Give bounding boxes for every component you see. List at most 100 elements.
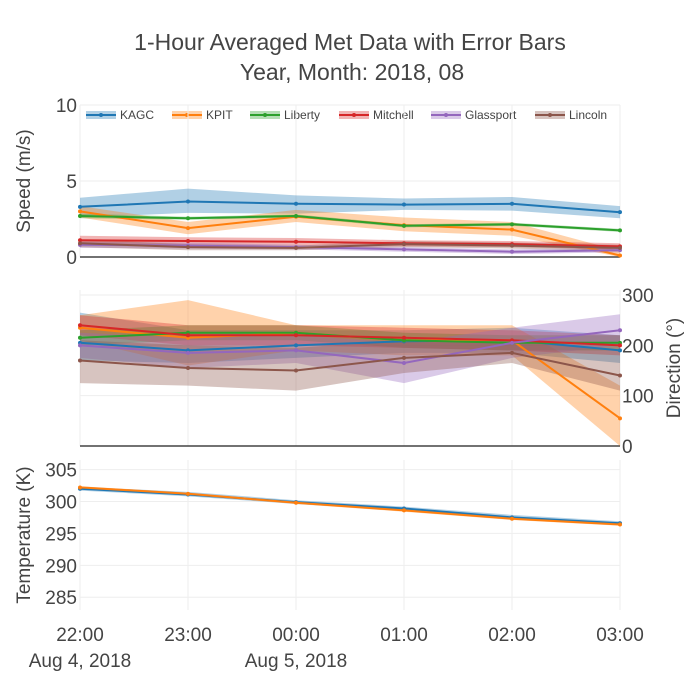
direction-point-glassport (294, 348, 298, 353)
legend: KAGC KPIT Liberty Mitchell Glassport Lincoln (86, 108, 607, 122)
speed-point-liberty (78, 213, 82, 218)
direction-y-tick-label: 200 (622, 336, 654, 357)
direction-band-glassport (80, 314, 620, 384)
legend-item-kpit: KPIT (172, 108, 233, 122)
x-tick-label: 00:00 (272, 625, 320, 646)
direction-point-kpit (618, 416, 622, 421)
speed-point-lincoln (186, 245, 190, 250)
temperature-y-tick-label: 305 (45, 461, 77, 482)
speed-point-liberty (186, 216, 190, 221)
direction-line-lincoln (79, 351, 621, 377)
direction-point-kagc (618, 348, 622, 353)
direction-point-glassport (510, 340, 514, 345)
speed-point-liberty (402, 223, 406, 228)
direction-band-mitchell (80, 315, 620, 356)
direction-y-tick-label: 100 (622, 387, 654, 408)
speed-point-mitchell (78, 238, 82, 243)
legend-swatch-marker (548, 113, 552, 117)
legend-label: Glassport (465, 108, 517, 122)
speed-point-kagc (402, 202, 406, 207)
legend-item-lincoln: Lincoln (535, 108, 607, 122)
direction-line-glassport (79, 329, 621, 365)
direction-band-kagc (80, 312, 620, 363)
speed-line-lincoln (79, 242, 621, 249)
legend-label: KPIT (206, 108, 233, 122)
x-tick-label: 22:00 (56, 625, 104, 646)
direction-point-mitchell (618, 343, 622, 348)
speed-point-kagc (186, 199, 190, 204)
direction-point-kagc (294, 343, 298, 348)
speed-point-liberty (618, 228, 622, 233)
direction-point-glassport (402, 360, 406, 365)
direction-point-liberty (78, 335, 82, 340)
direction-y-tick-label: 0 (622, 437, 633, 458)
speed-point-lincoln (78, 241, 82, 246)
direction-band-liberty (80, 325, 620, 351)
temperature-y-tick-label: 290 (45, 556, 77, 577)
legend-item-glassport: Glassport (431, 108, 517, 122)
speed-point-kpit (510, 227, 514, 232)
speed-line-liberty (79, 214, 621, 232)
speed-point-mitchell (186, 239, 190, 244)
series-lines (78, 199, 622, 527)
temperature-point-kpit (402, 508, 406, 513)
temperature-point-kpit (618, 522, 622, 527)
direction-axis-title: Direction (°) (664, 318, 685, 419)
direction-point-lincoln (510, 350, 514, 355)
axes: 0 5 10 Speed (m/s) 0 100 200 300 Direction (°) 28… (14, 96, 685, 672)
direction-point-lincoln (618, 373, 622, 378)
x-tick-label: 02:00 (488, 625, 536, 646)
speed-y-tick-label: 10 (56, 96, 77, 117)
speed-point-lincoln (618, 245, 622, 250)
legend-swatch-marker (263, 113, 267, 117)
speed-line-kagc (79, 200, 621, 214)
direction-point-glassport (618, 328, 622, 333)
legend-label: KAGC (120, 108, 154, 122)
direction-point-mitchell (294, 333, 298, 338)
legend-swatch-marker (99, 113, 103, 117)
chart-title: 1-Hour Averaged Met Data with Error Bars (134, 29, 566, 55)
speed-point-lincoln (510, 243, 514, 248)
temperature-point-kpit (294, 500, 298, 505)
direction-point-glassport (186, 350, 190, 355)
x-date-label: Aug 4, 2018 (29, 651, 131, 672)
legend-item-kagc: KAGC (86, 108, 154, 122)
speed-point-kagc (78, 204, 82, 209)
speed-point-liberty (510, 222, 514, 227)
legend-label: Liberty (284, 108, 320, 122)
speed-axis-title: Speed (m/s) (14, 129, 35, 232)
speed-point-kagc (618, 210, 622, 215)
x-tick-label: 01:00 (380, 625, 428, 646)
speed-line-mitchell (79, 239, 621, 248)
speed-point-kagc (294, 201, 298, 206)
speed-point-lincoln (294, 245, 298, 250)
speed-point-kpit (186, 226, 190, 231)
speed-y-tick-label: 0 (66, 248, 77, 269)
legend-swatch-marker (444, 113, 448, 117)
legend-swatch-marker (352, 113, 356, 117)
temperature-point-kpit (186, 491, 190, 496)
temperature-y-tick-label: 295 (45, 524, 77, 545)
speed-y-tick-label: 5 (66, 172, 77, 193)
direction-y-tick-label: 300 (622, 286, 654, 307)
legend-label: Mitchell (373, 108, 414, 122)
direction-point-lincoln (402, 355, 406, 360)
x-tick-label: 23:00 (164, 625, 212, 646)
direction-point-mitchell (78, 323, 82, 328)
direction-point-lincoln (294, 368, 298, 373)
speed-point-kpit (618, 253, 622, 258)
x-date-label: Aug 5, 2018 (245, 651, 347, 672)
direction-point-mitchell (402, 335, 406, 340)
speed-point-kagc (510, 201, 514, 206)
temperature-point-kpit (78, 485, 82, 490)
legend-item-liberty: Liberty (250, 108, 320, 122)
direction-point-glassport (78, 343, 82, 348)
temperature-axis-title: Temperature (K) (14, 466, 35, 603)
speed-point-glassport (510, 249, 514, 254)
direction-point-mitchell (186, 333, 190, 338)
temperature-line-kpit (79, 486, 621, 526)
temperature-y-tick-label: 300 (45, 492, 77, 513)
